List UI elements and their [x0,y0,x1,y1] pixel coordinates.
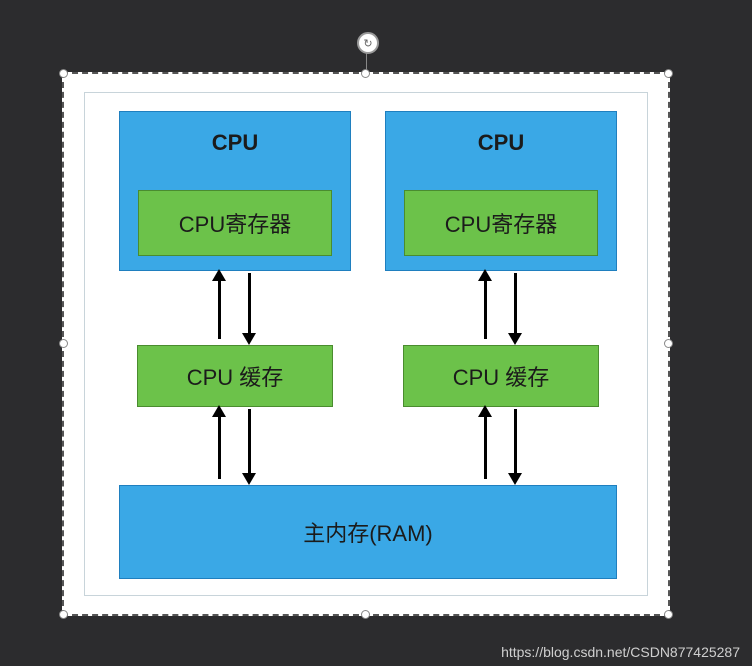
arrow-cache-ram-right-down [514,409,517,473]
resize-handle-e[interactable] [664,339,673,348]
main-memory-label: 主内存(RAM) [303,516,433,548]
cpu-register-right-label: CPU寄存器 [445,207,557,239]
cpu-title-left: CPU [120,130,350,156]
watermark-text: https://blog.csdn.net/CSDN877425287 [501,644,740,660]
cpu-block-left: CPU CPU寄存器 [119,111,351,271]
arrowhead-down-icon [508,333,522,345]
arrowhead-down-icon [242,473,256,485]
resize-handle-ne[interactable] [664,69,673,78]
main-memory: 主内存(RAM) [119,485,617,579]
arrow-reg-cache-left-down [248,273,251,333]
arrowhead-up-icon [212,405,226,417]
cpu-block-right: CPU CPU寄存器 [385,111,617,271]
arrow-reg-cache-left-up [218,279,221,339]
rotate-handle[interactable]: ↻ [357,32,379,54]
cpu-cache-left-label: CPU 缓存 [187,360,284,392]
cpu-register-right: CPU寄存器 [404,190,598,256]
arrowhead-up-icon [478,405,492,417]
cpu-register-left-label: CPU寄存器 [179,207,291,239]
resize-handle-s[interactable] [361,610,370,619]
arrowhead-down-icon [508,473,522,485]
selected-shape-frame[interactable]: ↻ CPU CPU寄存器 CPU CPU寄存器 CPU 缓存 CPU 缓存 [62,72,670,616]
cpu-cache-left: CPU 缓存 [137,345,333,407]
resize-handle-se[interactable] [664,610,673,619]
arrow-cache-ram-left-down [248,409,251,473]
arrow-reg-cache-right-down [514,273,517,333]
resize-handle-nw[interactable] [59,69,68,78]
cpu-register-left: CPU寄存器 [138,190,332,256]
resize-handle-n[interactable] [361,69,370,78]
cpu-title-right: CPU [386,130,616,156]
resize-handle-sw[interactable] [59,610,68,619]
cpu-cache-right: CPU 缓存 [403,345,599,407]
diagram-inner: CPU CPU寄存器 CPU CPU寄存器 CPU 缓存 CPU 缓存 主内存(… [84,92,648,596]
cpu-cache-right-label: CPU 缓存 [453,360,550,392]
arrow-cache-ram-right-up [484,415,487,479]
arrowhead-up-icon [212,269,226,281]
arrow-reg-cache-right-up [484,279,487,339]
arrowhead-down-icon [242,333,256,345]
arrowhead-up-icon [478,269,492,281]
arrow-cache-ram-left-up [218,415,221,479]
resize-handle-w[interactable] [59,339,68,348]
